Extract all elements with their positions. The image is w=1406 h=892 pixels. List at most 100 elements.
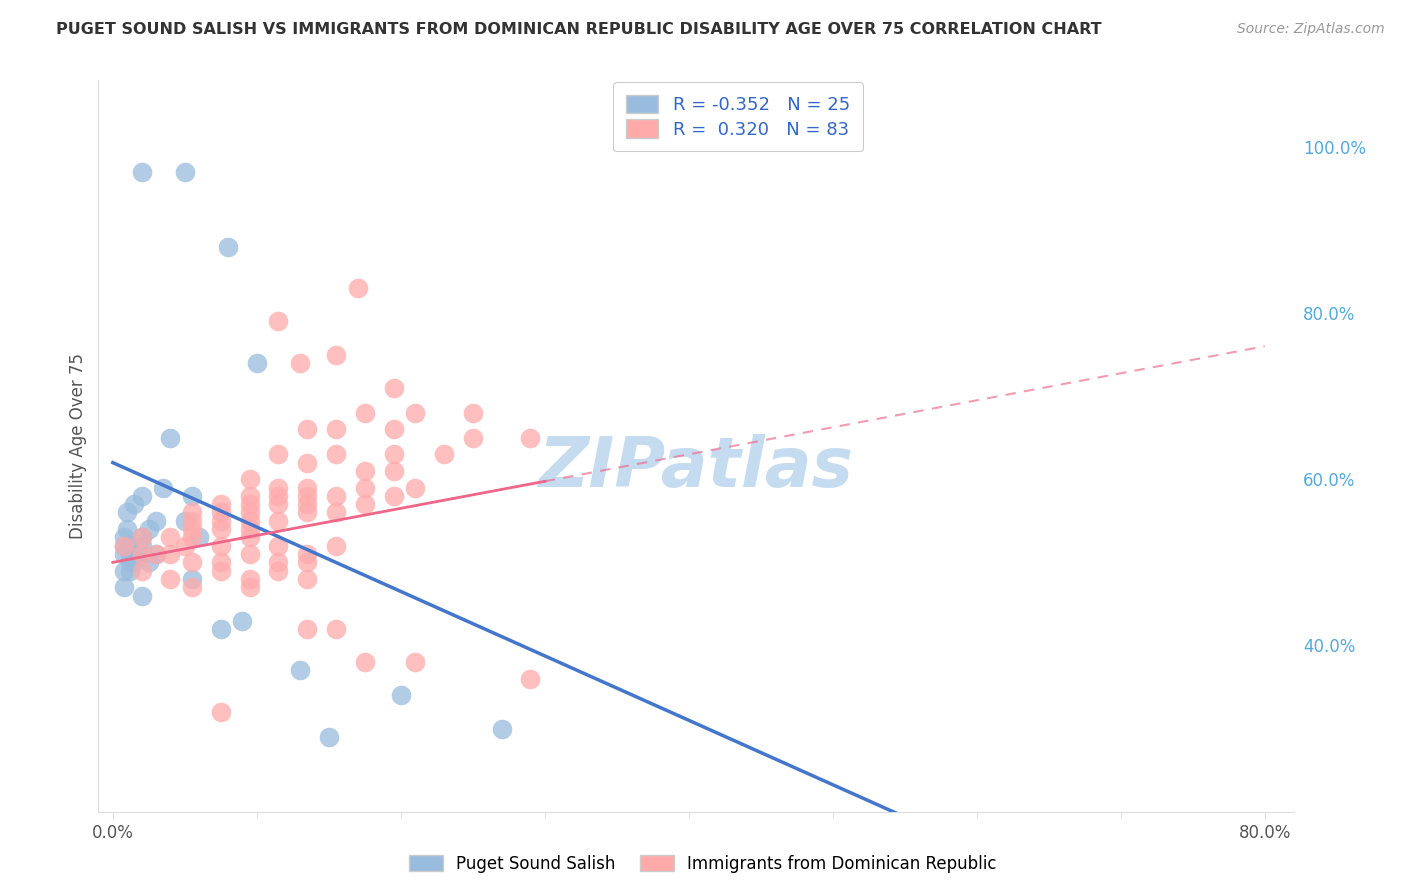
Point <box>145 547 167 561</box>
Legend: R = -0.352   N = 25, R =  0.320   N = 83: R = -0.352 N = 25, R = 0.320 N = 83 <box>613 82 862 152</box>
Point <box>239 497 262 511</box>
Point <box>519 431 541 445</box>
Point <box>295 547 318 561</box>
Point <box>382 464 405 478</box>
Point <box>124 555 146 569</box>
Point <box>318 730 340 744</box>
Point <box>131 489 153 503</box>
Point <box>461 431 484 445</box>
Point <box>173 514 195 528</box>
Point <box>209 497 232 511</box>
Point <box>112 580 135 594</box>
Point <box>288 356 311 370</box>
Point <box>325 347 347 362</box>
Point <box>209 539 232 553</box>
Point <box>131 564 153 578</box>
Point <box>389 689 412 703</box>
Point <box>325 506 347 520</box>
Point <box>112 530 135 544</box>
Point <box>131 547 153 561</box>
Point <box>325 539 347 553</box>
Point <box>382 489 405 503</box>
Point <box>267 489 290 503</box>
Point <box>267 447 290 461</box>
Point <box>325 422 347 436</box>
Point <box>188 530 211 544</box>
Legend: Puget Sound Salish, Immigrants from Dominican Republic: Puget Sound Salish, Immigrants from Domi… <box>402 848 1004 880</box>
Point <box>267 539 290 553</box>
Point <box>112 564 135 578</box>
Point <box>346 281 368 295</box>
Point <box>152 481 174 495</box>
Point <box>295 622 318 636</box>
Point <box>246 356 269 370</box>
Text: PUGET SOUND SALISH VS IMMIGRANTS FROM DOMINICAN REPUBLIC DISABILITY AGE OVER 75 : PUGET SOUND SALISH VS IMMIGRANTS FROM DO… <box>56 22 1102 37</box>
Point <box>112 547 135 561</box>
Text: Source: ZipAtlas.com: Source: ZipAtlas.com <box>1237 22 1385 37</box>
Point <box>239 580 262 594</box>
Point <box>239 506 262 520</box>
Point <box>267 481 290 495</box>
Point <box>295 497 318 511</box>
Point <box>353 655 375 669</box>
Point <box>353 497 375 511</box>
Point <box>491 722 513 736</box>
Point <box>239 514 262 528</box>
Point <box>325 622 347 636</box>
Point <box>267 314 290 328</box>
Point <box>138 522 160 536</box>
Point <box>145 547 167 561</box>
Y-axis label: Disability Age Over 75: Disability Age Over 75 <box>69 353 87 539</box>
Point <box>382 422 405 436</box>
Point <box>239 547 262 561</box>
Text: ZIPatlas: ZIPatlas <box>538 434 853 501</box>
Point <box>209 522 232 536</box>
Point <box>295 555 318 569</box>
Point <box>217 239 239 253</box>
Point <box>131 530 153 544</box>
Point <box>181 580 204 594</box>
Point <box>131 547 153 561</box>
Point <box>131 539 153 553</box>
Point <box>295 489 318 503</box>
Point <box>295 422 318 436</box>
Point <box>209 705 232 719</box>
Point <box>267 514 290 528</box>
Point <box>131 530 153 544</box>
Point <box>325 489 347 503</box>
Point <box>295 456 318 470</box>
Point <box>159 530 181 544</box>
Point <box>209 514 232 528</box>
Point <box>239 572 262 586</box>
Point <box>353 481 375 495</box>
Point <box>288 664 311 678</box>
Point <box>404 655 426 669</box>
Point <box>239 530 262 544</box>
Point <box>181 506 204 520</box>
Point <box>181 489 204 503</box>
Point <box>145 514 167 528</box>
Point <box>209 622 232 636</box>
Point <box>120 547 142 561</box>
Point <box>120 555 142 569</box>
Point <box>267 497 290 511</box>
Point <box>295 481 318 495</box>
Point <box>181 572 204 586</box>
Point <box>138 555 160 569</box>
Point <box>181 530 204 544</box>
Point <box>461 406 484 420</box>
Point <box>159 431 181 445</box>
Point <box>112 539 135 553</box>
Point <box>120 539 142 553</box>
Point <box>239 522 262 536</box>
Point <box>209 564 232 578</box>
Point <box>115 506 138 520</box>
Point <box>382 447 405 461</box>
Point <box>209 506 232 520</box>
Point <box>209 555 232 569</box>
Point <box>131 589 153 603</box>
Point <box>267 555 290 569</box>
Point <box>173 164 195 178</box>
Point <box>239 472 262 486</box>
Point <box>239 489 262 503</box>
